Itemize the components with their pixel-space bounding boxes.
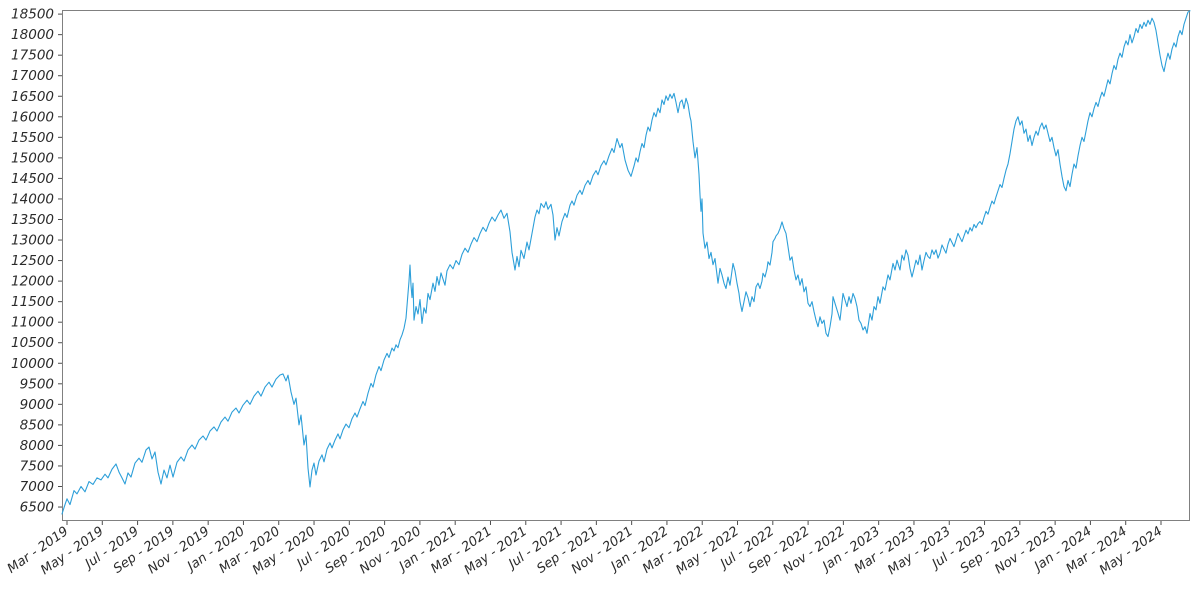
y-tick-label: 13000 xyxy=(11,233,54,249)
y-tick-label: 6500 xyxy=(20,500,54,516)
y-tick-label: 12500 xyxy=(11,253,54,269)
y-tick-label: 14500 xyxy=(11,171,54,187)
y-tick-label: 7500 xyxy=(20,458,54,474)
y-tick-label: 18000 xyxy=(11,27,54,43)
y-tick-label: 7000 xyxy=(20,479,54,495)
y-tick-label: 13500 xyxy=(11,212,54,228)
y-tick-label: 17000 xyxy=(11,68,54,84)
y-tick-label: 8000 xyxy=(20,438,54,454)
y-tick-label: 9500 xyxy=(20,376,54,392)
plot-area xyxy=(62,10,1190,521)
y-tick-label: 16000 xyxy=(11,109,54,125)
y-tick-label: 10500 xyxy=(11,335,54,351)
y-tick-label: 12000 xyxy=(11,274,54,290)
y-tick-label: 15000 xyxy=(11,150,54,166)
y-tick-label: 11000 xyxy=(11,315,54,331)
y-tick-label: 18500 xyxy=(11,7,54,23)
y-tick-label: 17500 xyxy=(11,48,54,64)
y-tick-label: 9000 xyxy=(20,397,54,413)
y-tick-label: 16500 xyxy=(11,89,54,105)
price-line-series xyxy=(61,10,1191,515)
y-tick-label: 15500 xyxy=(11,130,54,146)
y-tick-label: 11500 xyxy=(11,294,54,310)
y-tick-label: 10000 xyxy=(11,356,54,372)
y-tick-label: 8500 xyxy=(20,417,54,433)
y-tick-label: 14000 xyxy=(11,191,54,207)
